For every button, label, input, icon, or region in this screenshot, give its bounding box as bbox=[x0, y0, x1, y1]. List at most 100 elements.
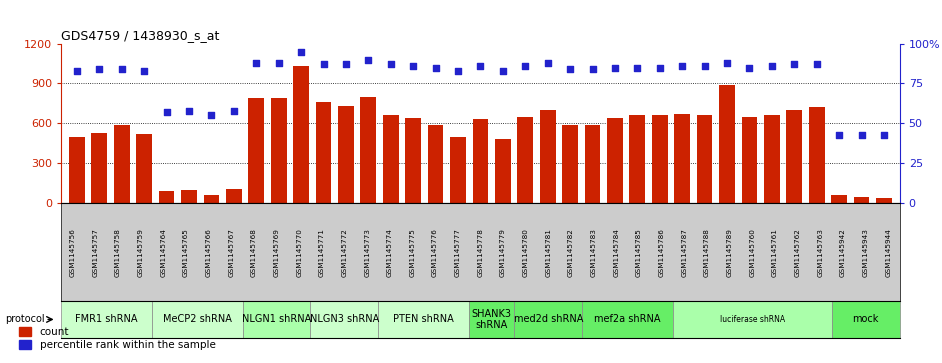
Point bbox=[630, 65, 645, 70]
Point bbox=[114, 66, 129, 72]
Point bbox=[450, 68, 465, 74]
Point bbox=[428, 65, 443, 70]
Point bbox=[159, 109, 174, 115]
Text: GSM1145766: GSM1145766 bbox=[205, 228, 212, 277]
Bar bbox=[787, 110, 802, 203]
Point bbox=[271, 60, 286, 66]
Text: GSM1145783: GSM1145783 bbox=[591, 228, 596, 277]
Point bbox=[406, 63, 421, 69]
Bar bbox=[249, 98, 264, 203]
Text: GSM1145770: GSM1145770 bbox=[296, 228, 302, 277]
Point bbox=[562, 66, 577, 72]
Text: GSM1145774: GSM1145774 bbox=[387, 228, 393, 277]
Bar bbox=[361, 97, 376, 203]
Text: GSM1145762: GSM1145762 bbox=[795, 228, 801, 277]
Bar bbox=[697, 115, 712, 203]
Bar bbox=[181, 190, 197, 203]
Bar bbox=[629, 115, 645, 203]
Bar bbox=[159, 191, 174, 203]
Text: GSM1145777: GSM1145777 bbox=[455, 228, 461, 277]
Text: GSM1145787: GSM1145787 bbox=[681, 228, 688, 277]
Text: GSM1145758: GSM1145758 bbox=[115, 228, 121, 277]
Point bbox=[832, 132, 847, 138]
Point bbox=[854, 132, 869, 138]
Point bbox=[608, 65, 623, 70]
Text: GSM1145780: GSM1145780 bbox=[523, 228, 528, 277]
Text: GSM1145772: GSM1145772 bbox=[341, 228, 348, 277]
Bar bbox=[293, 66, 309, 203]
Bar bbox=[853, 197, 869, 203]
Bar bbox=[585, 125, 600, 203]
Text: NLGN1 shRNA: NLGN1 shRNA bbox=[242, 314, 311, 325]
Text: GSM1145757: GSM1145757 bbox=[92, 228, 98, 277]
Text: GSM1145788: GSM1145788 bbox=[704, 228, 710, 277]
Text: GSM1145785: GSM1145785 bbox=[636, 228, 642, 277]
Bar bbox=[831, 195, 847, 203]
Bar bbox=[809, 107, 824, 203]
Point bbox=[70, 68, 85, 74]
Text: GSM1145786: GSM1145786 bbox=[658, 228, 665, 277]
Point bbox=[473, 63, 488, 69]
Point bbox=[226, 108, 241, 114]
Bar bbox=[114, 125, 130, 203]
Text: NLGN3 shRNA: NLGN3 shRNA bbox=[310, 314, 379, 325]
Bar bbox=[719, 85, 735, 203]
Point bbox=[383, 61, 398, 67]
Point bbox=[316, 61, 331, 67]
Bar bbox=[517, 117, 533, 203]
Text: GSM1145775: GSM1145775 bbox=[410, 228, 415, 277]
Point bbox=[540, 60, 555, 66]
Bar bbox=[226, 189, 242, 203]
Bar bbox=[91, 133, 107, 203]
Point bbox=[518, 63, 533, 69]
Point bbox=[137, 68, 152, 74]
Point bbox=[585, 66, 600, 72]
Point bbox=[720, 60, 735, 66]
Legend: count, percentile rank within the sample: count, percentile rank within the sample bbox=[15, 323, 219, 354]
Point bbox=[249, 60, 264, 66]
Text: SHANK3
shRNA: SHANK3 shRNA bbox=[472, 309, 512, 330]
Text: luciferase shRNA: luciferase shRNA bbox=[720, 315, 785, 324]
Bar bbox=[495, 139, 511, 203]
Point bbox=[294, 49, 309, 54]
Text: protocol: protocol bbox=[5, 314, 44, 325]
Text: GSM1145779: GSM1145779 bbox=[500, 228, 506, 277]
Text: GSM1145781: GSM1145781 bbox=[545, 228, 551, 277]
Point bbox=[338, 61, 353, 67]
Bar bbox=[674, 114, 690, 203]
Point bbox=[495, 68, 511, 74]
Point bbox=[809, 61, 824, 67]
Text: GSM1145782: GSM1145782 bbox=[568, 228, 574, 277]
Bar bbox=[316, 102, 332, 203]
Point bbox=[361, 57, 376, 62]
Point bbox=[652, 65, 667, 70]
Point bbox=[876, 132, 891, 138]
Bar bbox=[428, 125, 444, 203]
Bar bbox=[405, 118, 421, 203]
Text: GSM1145778: GSM1145778 bbox=[478, 228, 483, 277]
Text: GSM1145776: GSM1145776 bbox=[432, 228, 438, 277]
Text: GSM1145943: GSM1145943 bbox=[863, 228, 869, 277]
Point bbox=[787, 61, 802, 67]
Text: GSM1145761: GSM1145761 bbox=[772, 228, 778, 277]
Point bbox=[674, 63, 690, 69]
Text: GSM1145765: GSM1145765 bbox=[183, 228, 188, 277]
Text: PTEN shRNA: PTEN shRNA bbox=[394, 314, 454, 325]
Point bbox=[764, 63, 779, 69]
Text: mock: mock bbox=[853, 314, 879, 325]
Bar bbox=[338, 106, 354, 203]
Text: FMR1 shRNA: FMR1 shRNA bbox=[75, 314, 138, 325]
Text: med2d shRNA: med2d shRNA bbox=[513, 314, 583, 325]
Text: GSM1145942: GSM1145942 bbox=[840, 228, 846, 277]
Text: GSM1145944: GSM1145944 bbox=[885, 228, 891, 277]
Bar bbox=[69, 137, 85, 203]
Bar bbox=[270, 98, 286, 203]
Bar bbox=[382, 115, 398, 203]
Point bbox=[742, 65, 757, 70]
Bar bbox=[652, 115, 668, 203]
Text: GSM1145784: GSM1145784 bbox=[613, 228, 620, 277]
Text: GSM1145769: GSM1145769 bbox=[273, 228, 280, 277]
Bar bbox=[540, 110, 556, 203]
Bar bbox=[764, 115, 780, 203]
Text: GSM1145760: GSM1145760 bbox=[749, 228, 755, 277]
